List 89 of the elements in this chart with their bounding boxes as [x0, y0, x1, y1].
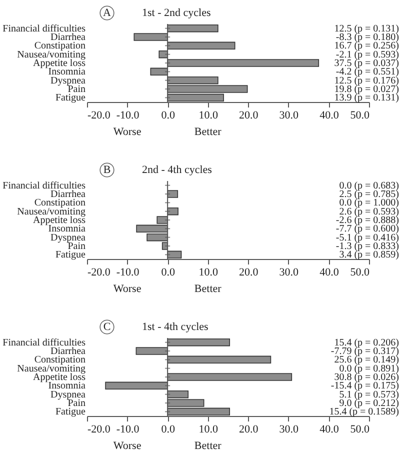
y-tick-label: Appetite loss	[33, 58, 86, 69]
x-tick-label: 20.0	[239, 266, 259, 278]
text: Worse	[113, 440, 142, 452]
x-tick-label: 0.0	[161, 110, 176, 122]
y-tick-label: Financial difficulties	[2, 337, 86, 348]
data-label: 13.9 (p = 0.131)	[334, 92, 399, 104]
chart-title: 1st - 2nd cycles	[142, 7, 211, 19]
x-tick-label: 30.0	[279, 424, 300, 436]
x-tick-label: -20.0	[88, 110, 111, 122]
y-tick-label: Diarrhea	[50, 346, 86, 357]
x-tick-label: -10.0	[116, 266, 140, 278]
x-tick-label: 30.0	[279, 266, 300, 278]
y-tick-label: Appetite loss	[33, 372, 86, 383]
y-tick-label: Fatigue	[56, 250, 86, 261]
data-label: -1.3 (p = 0.833)	[336, 241, 399, 252]
y-tick-label: Nausea/vomiting	[17, 363, 86, 374]
x-tick-label: 40.0	[320, 266, 340, 278]
data-label: -7.79 (p = 0.317)	[330, 346, 399, 357]
data-label: 0.0 (p = 1.000)	[339, 198, 399, 209]
y-tick-label: Pain	[68, 398, 86, 409]
x-tick-label: 20.0	[239, 424, 259, 436]
y-tick-label: Pain	[68, 84, 86, 95]
x-tick-label: 10.0	[198, 424, 218, 436]
data-label: -15.4 (p = 0.175)	[330, 380, 399, 392]
text: Better	[194, 126, 222, 138]
y-tick-label: Constipation	[34, 198, 86, 209]
y-tick-label: Fatigue	[56, 406, 86, 418]
data-label: 5.1 (p = 0.573)	[339, 389, 399, 400]
y-tick-label: Nausea/vomiting	[17, 206, 86, 218]
text: B	[103, 164, 111, 176]
x-tick-label: -10.0	[116, 424, 140, 436]
y-tick-label: Dyspnea	[50, 232, 86, 244]
data-label: 25.6 (p = 0.149)	[334, 354, 399, 366]
y-tick-label: Insomnia	[48, 224, 86, 235]
x-tick-label: -20.0	[88, 424, 111, 436]
x-tick-label: 10.0	[198, 266, 218, 278]
y-tick-label: Insomnia	[48, 380, 86, 392]
data-label: 16.7 (p = 0.256)	[334, 40, 399, 52]
x-tick-label: -20.0	[88, 266, 111, 278]
data-label: 9.0 (p = 0.212)	[339, 398, 399, 409]
data-label: 12.5 (p = 0.131)	[334, 23, 399, 34]
y-tick-label: Nausea/vomiting	[17, 49, 86, 60]
y-tick-label: Constipation	[34, 354, 86, 366]
text: Worse	[113, 283, 142, 295]
data-label: -2.6 (p = 0.888)	[336, 215, 399, 226]
data-label: 0.0 (p = 0.683)	[339, 180, 399, 192]
x-tick-label: 50.0	[350, 110, 370, 122]
y-tick-label: Dyspnea	[50, 389, 86, 400]
chart-title: 2nd - 4th cycles	[142, 164, 212, 176]
x-tick-label: 50.0	[350, 266, 370, 278]
data-label: -8.3 (p = 0.180)	[336, 32, 399, 43]
data-label: 3.4 (p = 0.859)	[339, 250, 399, 261]
y-tick-label: Fatigue	[56, 92, 86, 104]
x-tick-label: -10.0	[116, 110, 140, 122]
x-tick-label: 40.0	[320, 424, 340, 436]
y-tick-label: Pain	[68, 241, 86, 252]
x-tick-label: 0.0	[161, 424, 176, 436]
text: Better	[194, 283, 222, 295]
data-label: 0.0 (p = 0.891)	[339, 363, 399, 374]
x-tick-label: 40.0	[320, 110, 340, 122]
x-tick-label: 50.0	[350, 424, 370, 436]
x-tick-label: 20.0	[239, 110, 259, 122]
y-tick-label: Diarrhea	[50, 32, 86, 43]
y-tick-label: Insomnia	[48, 66, 86, 78]
y-tick-label: Financial difficulties	[2, 23, 86, 34]
data-label: 12.5 (p = 0.176)	[334, 75, 399, 86]
data-label: 2.5 (p = 0.785)	[339, 189, 399, 200]
y-tick-label: Dyspnea	[50, 75, 86, 86]
data-label: -5.1 (p = 0.416)	[336, 232, 399, 244]
data-label: 2.6 (p = 0.593)	[339, 206, 399, 218]
data-label: 19.8 (p = 0.027)	[334, 84, 399, 95]
text: C	[103, 321, 111, 333]
y-tick-label: Financial difficulties	[2, 180, 86, 192]
chart-title: 1st - 4th cycles	[142, 321, 208, 333]
x-tick-label: 10.0	[198, 110, 218, 122]
text: A	[103, 7, 112, 19]
data-label: 37.5 (p = 0.037)	[334, 58, 399, 69]
y-tick-label: Diarrhea	[50, 189, 86, 200]
data-label: 15.4 (p = 0.206)	[334, 337, 399, 348]
data-label: -7.7 (p = 0.600)	[336, 224, 399, 235]
data-label: -4.2 (p = 0.551)	[336, 66, 399, 78]
text: Better	[194, 440, 222, 452]
x-tick-label: 30.0	[279, 110, 300, 122]
data-label: -2.1 (p = 0.593)	[336, 49, 399, 60]
data-label: 30.8 (p = 0.026)	[334, 372, 399, 383]
x-tick-label: 0.0	[161, 266, 176, 278]
y-tick-label: Constipation	[34, 40, 86, 52]
text: Worse	[113, 126, 142, 138]
y-tick-label: Appetite loss	[33, 215, 86, 226]
